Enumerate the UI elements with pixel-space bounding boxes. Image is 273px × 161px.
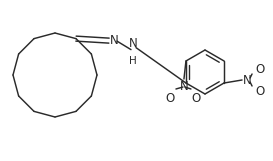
Text: N: N xyxy=(129,37,137,50)
Text: N: N xyxy=(180,80,188,93)
Text: O: O xyxy=(191,92,201,105)
Text: O: O xyxy=(165,92,174,105)
Text: O: O xyxy=(255,62,264,76)
Text: N: N xyxy=(110,34,119,47)
Text: H: H xyxy=(129,56,137,66)
Text: O: O xyxy=(255,85,264,98)
Text: N: N xyxy=(243,74,252,86)
